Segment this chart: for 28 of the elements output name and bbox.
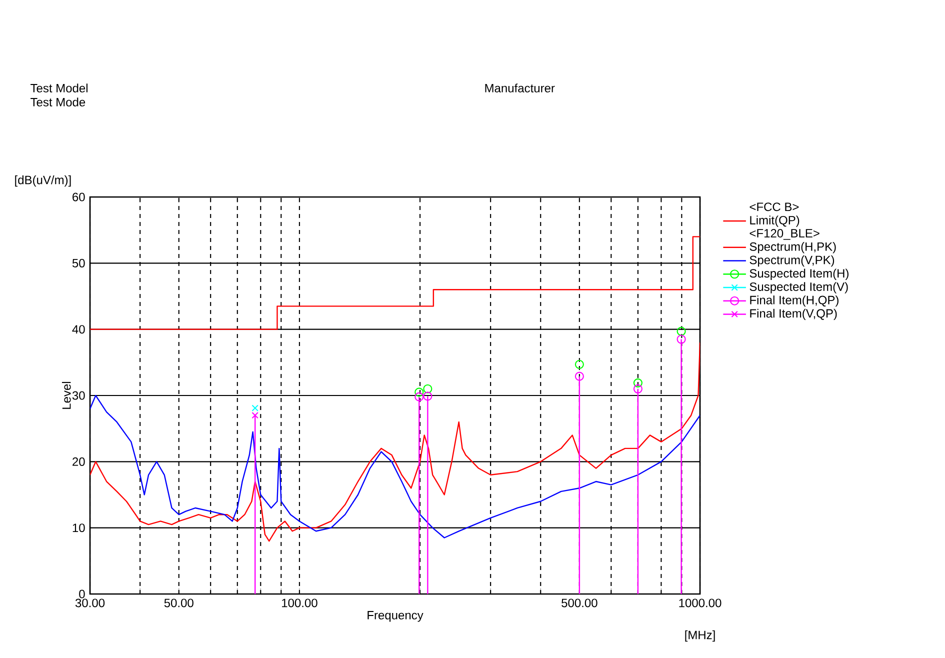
legend-label: Final Item(V,QP) <box>750 308 837 320</box>
x-tick-label: 30.00 <box>75 598 105 608</box>
text: Manufacturer <box>485 84 555 92</box>
legend-label: Limit(QP) <box>750 216 800 227</box>
y-axis-title: Level <box>62 382 71 409</box>
text: <F120_BLE> <box>750 229 820 240</box>
x-tick-label: 100.00 <box>282 598 318 608</box>
legend-label: Spectrum(V,PK) <box>750 255 834 267</box>
text: Test Mode <box>30 98 86 106</box>
x-tick-label: 50.00 <box>164 598 194 608</box>
x-axis-title: Frequency <box>368 611 424 622</box>
y-tick-label: 50 <box>72 258 85 268</box>
y-tick-label: 20 <box>72 457 85 466</box>
text: [MHz] <box>685 630 715 642</box>
x-tick-label: 1000.00 <box>679 598 722 608</box>
y-tick-label: 60 <box>72 192 85 202</box>
legend-label: Spectrum(H,PK) <box>750 242 836 254</box>
x-tick-label: 500.00 <box>562 598 598 608</box>
legend-label: Final Item(H,QP) <box>750 296 838 307</box>
text: [dB(uV/m)] <box>15 175 71 187</box>
y-tick-label: 0 <box>79 590 85 598</box>
y-tick-label: 10 <box>72 524 85 532</box>
y-tick-label: 40 <box>72 325 85 334</box>
text: Test Model <box>30 84 88 92</box>
y-tick-label: 30 <box>72 391 85 400</box>
legend-label: Suspected Item(H) <box>750 268 848 280</box>
legend-label: Suspected Item(V) <box>750 282 848 294</box>
text: <FCC B> <box>750 202 799 212</box>
